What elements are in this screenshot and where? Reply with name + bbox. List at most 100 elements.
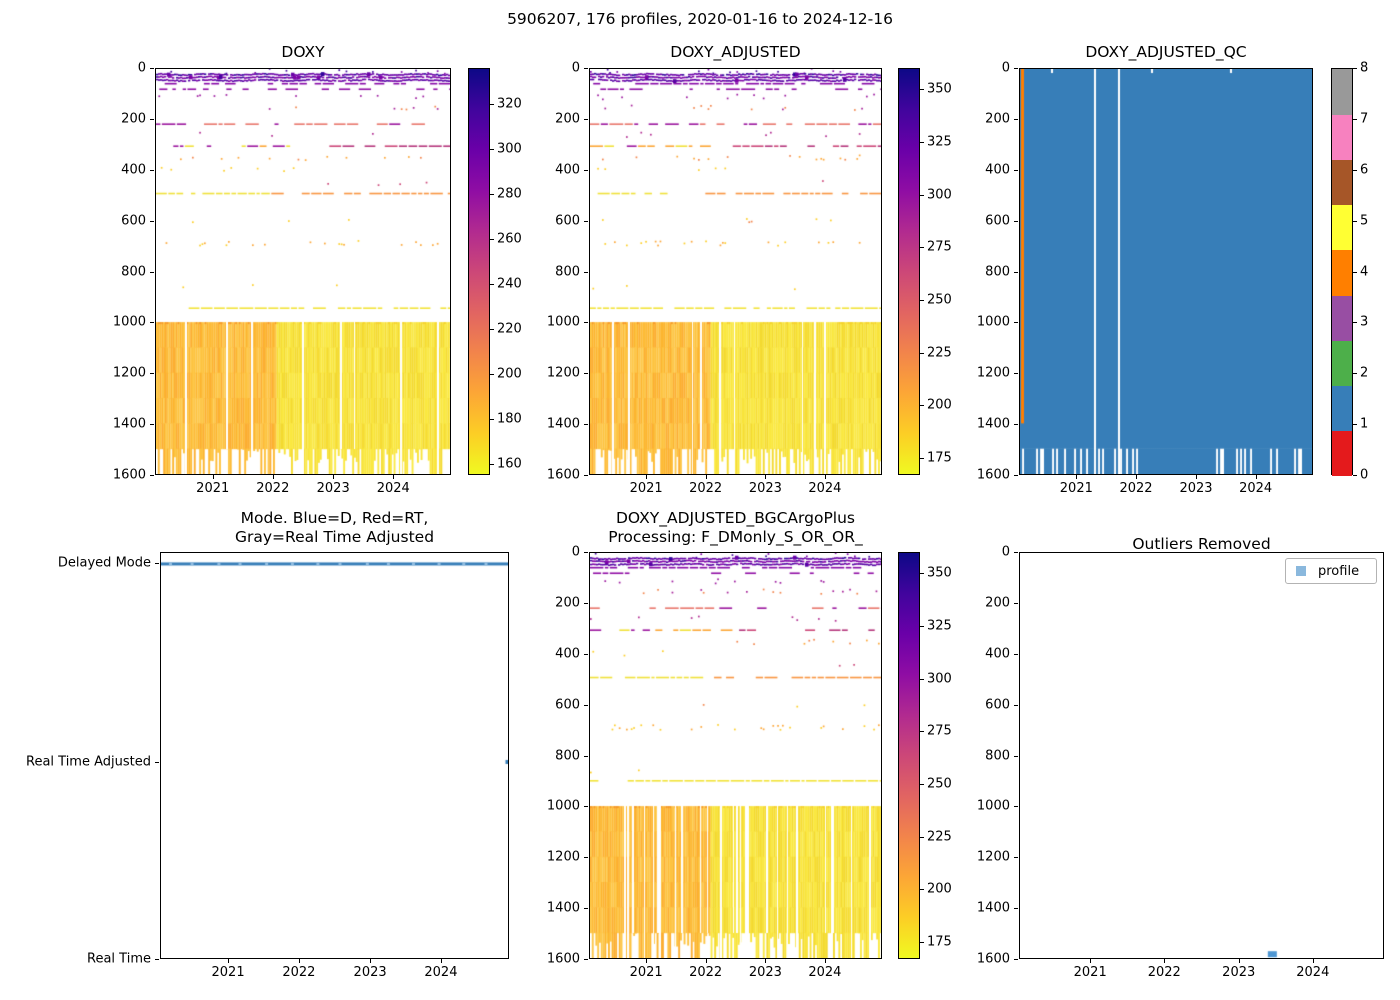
y-tick-label: 1600: [976, 467, 1010, 483]
y-tick-mark: [155, 959, 159, 960]
y-tick-label: 1400: [976, 416, 1010, 432]
y-tick-mark: [150, 424, 154, 426]
qc-colorbar: [1331, 68, 1353, 477]
colorbar-tick-mark: [920, 836, 924, 838]
x-tick-label: 2022: [1147, 965, 1181, 980]
colorbar-tick-mark: [1353, 322, 1357, 324]
y-tick-label: 1600: [976, 951, 1010, 967]
y-tick-mark: [1014, 959, 1018, 960]
x-tick-mark: [646, 475, 648, 479]
colorbar-tick-mark: [490, 328, 494, 330]
x-tick-label: 2022: [689, 481, 723, 496]
colorbar-tick-label: 260: [497, 231, 522, 247]
doxy-adjusted-qc-title: DOXY_ADJUSTED_QC: [1085, 43, 1247, 61]
y-tick-label: 200: [985, 111, 1010, 127]
qc-colorbar-segment-2: [1332, 340, 1352, 387]
y-tick-mark: [1014, 602, 1018, 604]
y-tick-label: 400: [985, 162, 1010, 178]
x-tick-mark: [333, 475, 335, 479]
colorbar-tick-mark: [490, 463, 494, 465]
x-tick-mark: [1312, 959, 1314, 963]
x-tick-label: 2021: [1059, 481, 1093, 496]
y-tick-mark: [150, 475, 154, 476]
outliers-plot-area: [1019, 552, 1384, 959]
y-tick-mark: [584, 857, 588, 859]
x-tick-label: 2023: [748, 965, 782, 980]
x-tick-mark: [1076, 475, 1078, 479]
y-tick-label: 800: [555, 264, 580, 279]
qc-colorbar-segment-8: [1332, 69, 1352, 115]
qc-colorbar-segment-5: [1332, 204, 1352, 251]
qc-colorbar-segment-6: [1332, 159, 1352, 206]
y-tick-label: 1000: [112, 314, 146, 330]
colorbar-tick-label: 180: [497, 411, 522, 427]
qc-colorbar-tick-label: 4: [1360, 264, 1369, 279]
colorbar-tick-mark: [1353, 373, 1357, 375]
x-tick-mark: [705, 475, 707, 479]
doxy-adjusted-plot-area: [589, 68, 882, 475]
doxy-adjusted-heatmap-canvas: [590, 69, 881, 474]
y-tick-mark: [584, 755, 588, 757]
colorbar-tick-label: 300: [927, 187, 952, 203]
x-tick-mark: [765, 475, 767, 479]
bgc-plot-area: [589, 552, 882, 959]
bgc-heatmap-canvas: [590, 553, 881, 958]
x-tick-label: 2021: [629, 481, 663, 496]
colorbar-tick-label: 200: [927, 397, 952, 413]
x-tick-mark: [1255, 475, 1257, 479]
colorbar-tick-mark: [490, 418, 494, 420]
colorbar-tick-label: 175: [927, 450, 952, 466]
y-tick-label: 1400: [546, 900, 580, 916]
y-tick-label: 800: [121, 264, 146, 279]
y-tick-label: 1600: [546, 467, 580, 483]
y-tick-mark: [1014, 806, 1018, 808]
colorbar-tick-mark: [920, 247, 924, 249]
colorbar-tick-mark: [920, 678, 924, 680]
y-tick-mark: [1014, 322, 1018, 324]
y-tick-mark: [1014, 68, 1018, 69]
qc-colorbar-segment-0: [1332, 430, 1352, 477]
x-tick-mark: [370, 959, 372, 963]
qc-colorbar-segment-3: [1332, 295, 1352, 341]
y-tick-label: 200: [555, 111, 580, 127]
colorbar-tick-label: 275: [927, 723, 952, 739]
y-tick-label: 0: [1001, 544, 1010, 560]
x-tick-mark: [228, 959, 230, 963]
x-tick-mark: [1238, 959, 1240, 963]
x-tick-mark: [393, 475, 395, 479]
mode-y-label: Real Time Adjusted: [26, 754, 151, 770]
y-tick-label: 400: [555, 162, 580, 178]
outliers-legend: profile: [1285, 558, 1377, 584]
x-tick-mark: [646, 959, 648, 963]
y-tick-mark: [584, 68, 588, 69]
doxy-title: DOXY: [281, 43, 325, 61]
y-tick-label: 0: [571, 60, 580, 76]
y-tick-label: 1400: [112, 416, 146, 432]
y-tick-label: 600: [121, 213, 146, 229]
colorbar-tick-mark: [490, 193, 494, 195]
y-tick-label: 1200: [546, 849, 580, 865]
colorbar-tick-mark: [920, 458, 924, 460]
colorbar-tick-mark: [920, 731, 924, 733]
qc-colorbar-tick-label: 7: [1360, 111, 1369, 127]
colorbar-tick-label: 250: [927, 776, 952, 792]
y-tick-mark: [584, 169, 588, 171]
x-tick-mark: [1195, 475, 1197, 479]
x-tick-label: 2021: [196, 481, 230, 496]
y-tick-mark: [155, 562, 159, 564]
colorbar-tick-label: 240: [497, 276, 522, 292]
colorbar-tick-label: 225: [927, 345, 952, 361]
y-tick-mark: [1014, 704, 1018, 706]
colorbar-tick-label: 350: [927, 565, 952, 581]
doxy-heatmap-canvas: [156, 69, 450, 474]
y-tick-mark: [150, 118, 154, 120]
colorbar-tick-mark: [920, 889, 924, 891]
x-tick-label: 2021: [629, 965, 663, 980]
y-tick-mark: [584, 220, 588, 222]
qc-colorbar-tick-label: 8: [1360, 60, 1369, 76]
mode-title-line1: Mode. Blue=D, Red=RT,: [240, 509, 429, 527]
y-tick-mark: [584, 118, 588, 120]
colorbar-tick-label: 160: [497, 456, 522, 472]
x-tick-label: 2021: [1073, 965, 1107, 980]
y-tick-mark: [1014, 475, 1018, 476]
